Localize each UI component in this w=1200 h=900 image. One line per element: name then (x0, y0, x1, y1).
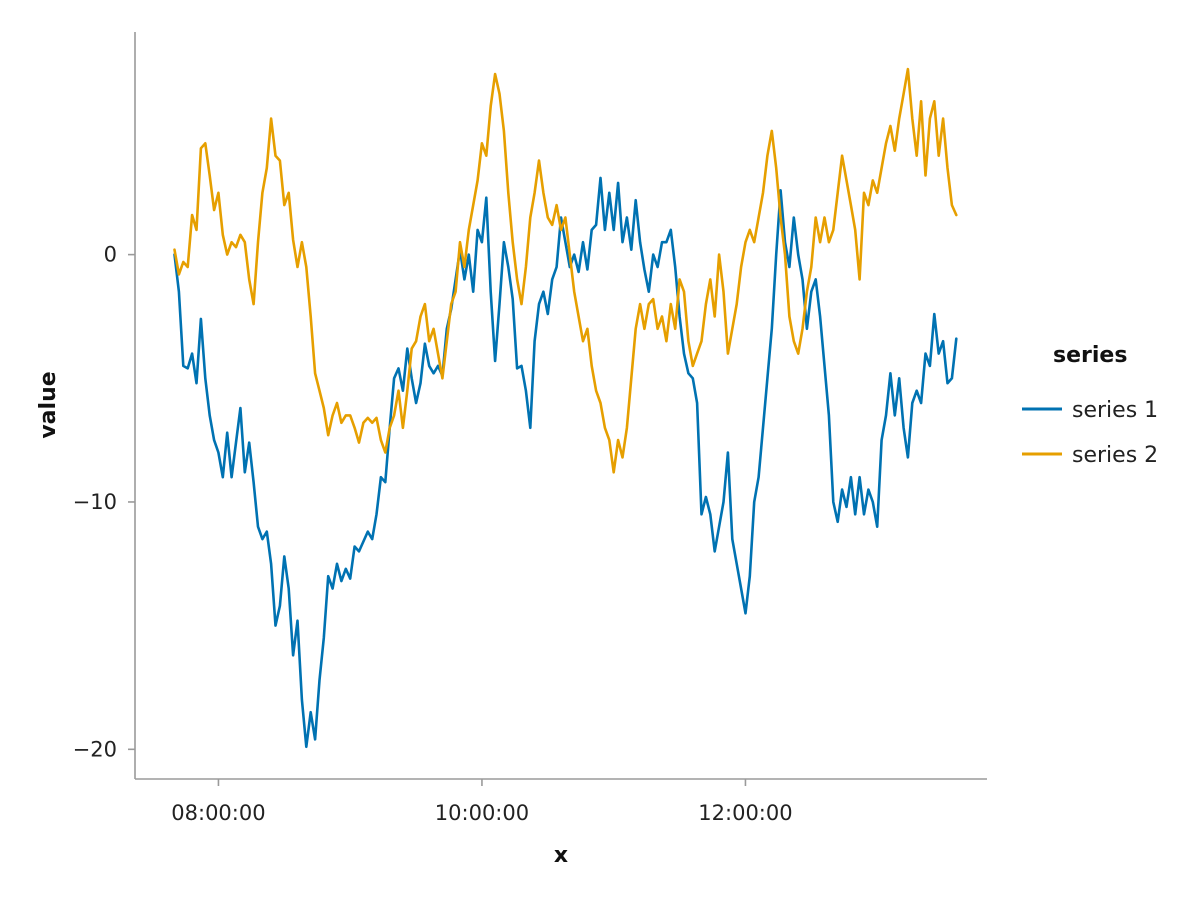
y-tick-label: 0 (104, 243, 117, 267)
x-tick-label: 12:00:00 (698, 801, 792, 825)
y-axis-title: value (36, 371, 61, 438)
series-1-line (173, 176, 958, 749)
x-axis-title: x (554, 843, 568, 868)
series-2-line (173, 67, 958, 474)
legend: series series 1 series 2 (1022, 343, 1158, 468)
y-tick-label: −20 (73, 737, 117, 761)
x-tick-label: 08:00:00 (171, 801, 265, 825)
legend-title: series (1053, 343, 1127, 368)
x-tick-label: 10:00:00 (435, 801, 529, 825)
y-axis-ticks: 0 −10 −20 (73, 243, 135, 761)
x-axis-ticks: 08:00:00 10:00:00 12:00:00 (171, 779, 793, 825)
series-lines (173, 67, 958, 749)
legend-label-2: series 2 (1072, 443, 1158, 468)
plot-area: 0 −10 −20 08:00:00 10:00:00 12:00:00 (73, 32, 987, 825)
legend-label-1: series 1 (1072, 398, 1158, 423)
y-tick-label: −10 (73, 490, 117, 514)
